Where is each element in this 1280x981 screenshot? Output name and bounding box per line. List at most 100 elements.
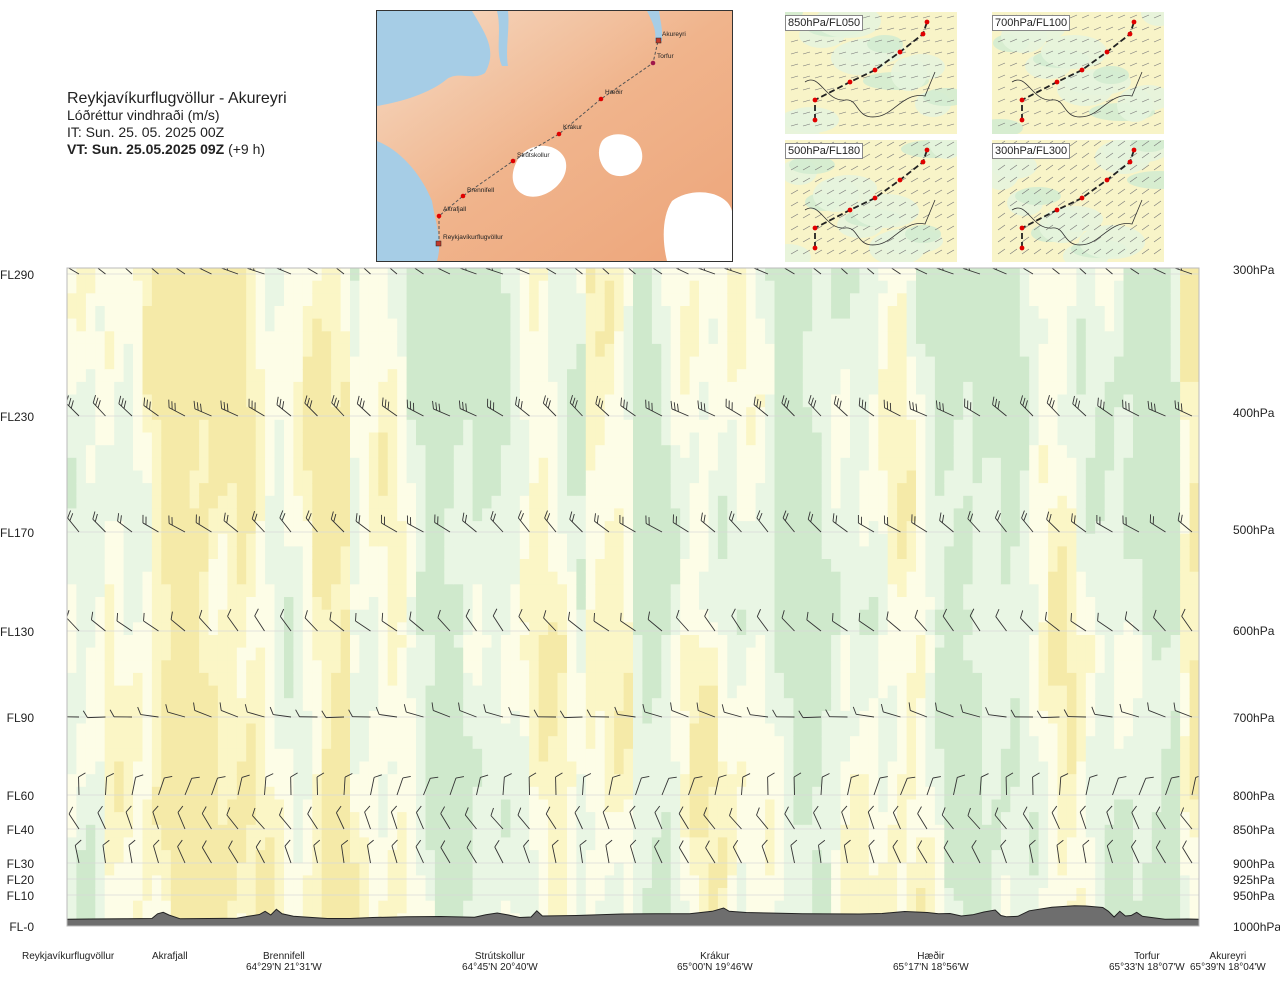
field-cell — [708, 647, 719, 661]
field-cell — [482, 900, 493, 914]
field-cell — [689, 318, 700, 332]
field-cell — [284, 394, 294, 408]
field-cell — [717, 584, 728, 598]
field-cell — [85, 774, 96, 788]
field-cell — [76, 850, 87, 864]
field-cell — [133, 483, 143, 497]
field-cell — [680, 546, 691, 560]
field-cell — [482, 445, 493, 459]
field-cell — [491, 597, 502, 611]
field-cell — [755, 432, 766, 446]
field-cell — [161, 483, 172, 497]
mini-wind-barb — [1093, 38, 1102, 43]
field-cell — [500, 356, 511, 370]
mini-wind-barb — [1045, 50, 1054, 55]
bay-area — [377, 11, 491, 106]
field-cell — [529, 862, 540, 876]
field-cell — [114, 407, 125, 421]
field-cell — [595, 609, 606, 623]
field-cell — [821, 268, 832, 282]
field-cell — [717, 533, 728, 547]
field-cell — [378, 331, 389, 345]
field-cell — [463, 710, 474, 725]
field-cell — [642, 293, 653, 307]
field-cell — [76, 508, 87, 522]
field-cell — [774, 597, 785, 611]
field-cell — [350, 343, 360, 358]
field-cell — [614, 521, 625, 535]
field-cell — [67, 533, 77, 547]
field-cell — [359, 672, 370, 687]
field-cell — [416, 824, 426, 839]
field-cell — [765, 356, 776, 370]
field-cell — [236, 672, 247, 687]
field-cell — [293, 622, 304, 636]
field-cell — [133, 635, 143, 649]
field-cell — [359, 318, 370, 332]
field-cell — [670, 533, 681, 547]
field-cell — [614, 483, 625, 497]
field-cell — [472, 419, 483, 434]
field-cell — [246, 748, 257, 763]
field-cell — [227, 546, 238, 560]
field-cell — [397, 559, 408, 573]
field-cell — [340, 559, 351, 573]
field-cell — [406, 533, 417, 547]
field-cell — [340, 710, 351, 725]
field-cell — [368, 723, 379, 737]
field-cell — [189, 533, 200, 547]
field-cell — [284, 761, 294, 775]
field-cell — [633, 672, 643, 687]
field-cell — [114, 786, 125, 801]
map-label-akureyri: Akureyri — [662, 31, 686, 38]
field-cell — [368, 900, 379, 914]
waypoint-torfur-icon — [650, 60, 656, 66]
field-cell — [670, 748, 681, 763]
field-cell — [199, 824, 210, 839]
field-cell — [406, 685, 417, 699]
field-cell — [246, 812, 257, 826]
field-cell — [831, 698, 842, 712]
field-cell — [67, 710, 77, 725]
field-cell — [557, 824, 568, 839]
field-cell — [755, 812, 766, 826]
mini-wind-barb — [814, 177, 823, 183]
field-cell — [661, 723, 672, 737]
mini-wind-barb — [1021, 38, 1030, 43]
mini-wind-barb — [946, 123, 955, 127]
mini-wind-barb — [898, 27, 907, 31]
field-cell — [444, 786, 455, 801]
mini-wind-barb — [946, 27, 955, 31]
field-cell — [670, 660, 681, 674]
field-cell — [180, 306, 191, 320]
field-cell — [670, 609, 681, 623]
field-cell — [406, 407, 417, 421]
field-cell — [793, 470, 804, 484]
field-cell — [161, 445, 172, 459]
field-cell — [123, 774, 134, 788]
field-cell — [331, 293, 342, 307]
mini-waypoint-icon — [1079, 195, 1085, 201]
field-cell — [416, 381, 426, 396]
field-cell — [217, 318, 228, 332]
field-cell — [604, 812, 615, 826]
airport-reykjavik-icon — [435, 240, 442, 247]
field-cell — [548, 356, 559, 370]
field-cell — [104, 457, 115, 472]
field-cell — [217, 660, 228, 674]
field-cell — [350, 647, 360, 661]
field-cell — [500, 786, 511, 801]
field-cell — [104, 635, 115, 649]
field-cell — [604, 685, 615, 699]
field-cell — [708, 483, 719, 497]
field-cell — [661, 369, 672, 383]
field-cell — [699, 635, 709, 649]
field-cell — [821, 723, 832, 737]
field-cell — [180, 748, 191, 763]
field-cell — [189, 571, 200, 585]
field-cell — [378, 280, 389, 294]
field-cell — [642, 457, 653, 472]
field-cell — [548, 483, 559, 497]
field-cell — [425, 609, 436, 623]
field-cell — [180, 470, 191, 484]
